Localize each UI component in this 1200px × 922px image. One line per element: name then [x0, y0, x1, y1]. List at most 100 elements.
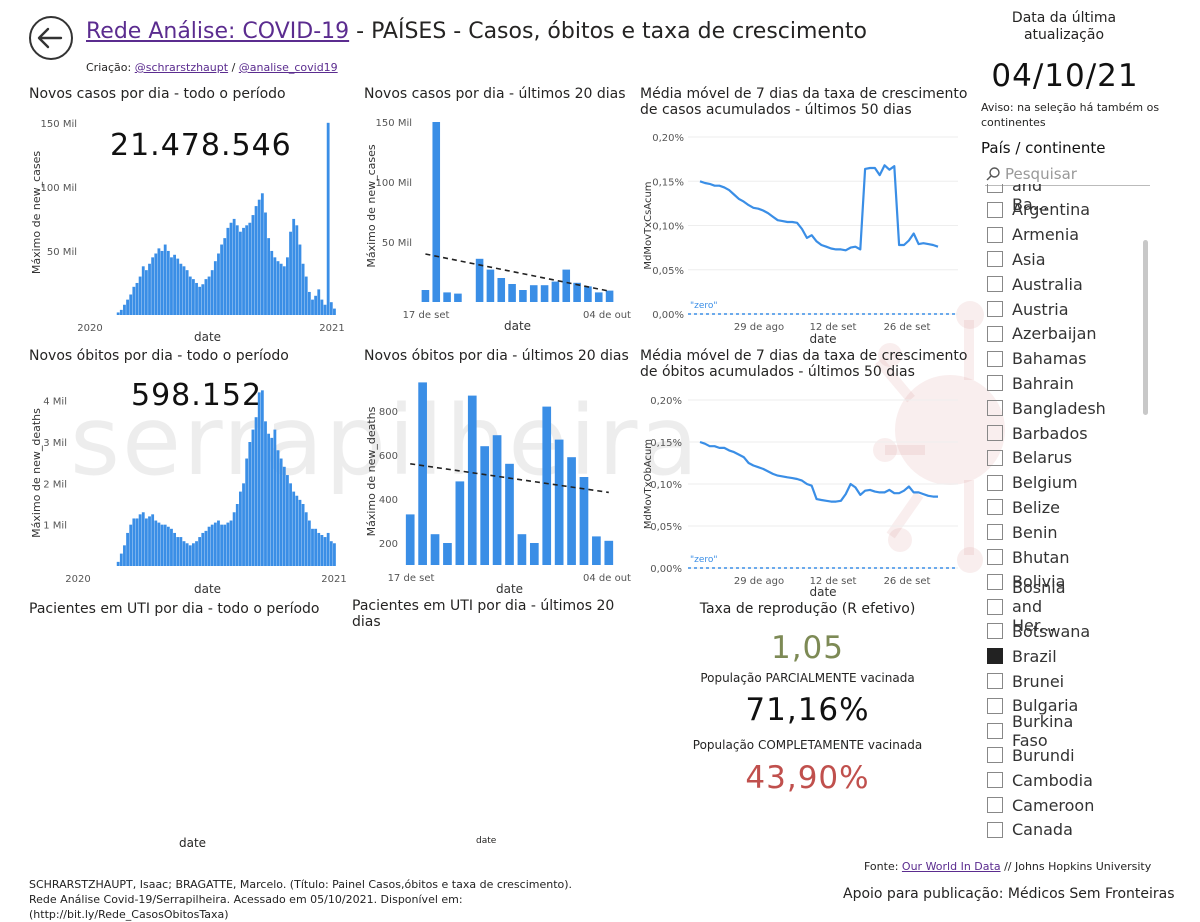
slicer-item[interactable]: Benin — [987, 520, 1058, 544]
bar — [226, 522, 230, 566]
checkbox[interactable] — [987, 325, 1003, 342]
y-axis-label: Máximo de new_deaths — [30, 408, 43, 538]
checkbox[interactable] — [987, 648, 1003, 665]
checkbox[interactable] — [987, 499, 1003, 516]
slicer-item[interactable]: Bulgaria — [987, 694, 1078, 718]
slicer-item[interactable]: Azerbaijan — [987, 322, 1097, 346]
search-input[interactable]: Pesquisar — [1005, 165, 1077, 183]
charts-canvas: 50 Mil 100 Mil 150 Mil 2020 2021 date Máximo d… — [30, 118, 958, 599]
slicer-item[interactable]: Asia — [987, 247, 1046, 271]
slicer-item[interactable]: Burkina Faso — [987, 712, 1073, 750]
y-tick-label: 0,00% — [650, 564, 682, 575]
y-tick-label: 200 — [379, 539, 398, 550]
checkbox[interactable] — [987, 474, 1003, 491]
slicer-list: Antigua and Ba...Argentina Armenia Asia Aus… — [980, 184, 1150, 844]
checkbox[interactable] — [987, 184, 1003, 193]
bar — [475, 258, 484, 302]
slicer-item[interactable]: Bangladesh — [987, 396, 1106, 420]
y-axis-label: MdMovTxCsAcum — [643, 181, 654, 269]
checkbox[interactable] — [987, 524, 1003, 541]
slicer-item[interactable]: Cameroon — [987, 793, 1094, 817]
bar — [135, 282, 139, 315]
checkbox[interactable] — [987, 276, 1003, 293]
title-growth-deaths: Média móvel de 7 dias da taxa de crescim… — [640, 348, 968, 380]
bar — [529, 543, 539, 565]
checkbox[interactable] — [987, 400, 1003, 417]
y-tick-label: 0,10% — [650, 480, 682, 491]
bar — [605, 290, 614, 302]
checkbox[interactable] — [987, 301, 1003, 317]
checkbox[interactable] — [987, 623, 1003, 640]
slicer-item[interactable]: Brazil — [987, 644, 1057, 668]
credit-link-rede[interactable]: @analise_covid19 — [238, 61, 338, 74]
slicer-item[interactable]: Bahamas — [987, 347, 1086, 371]
slicer-item[interactable]: Canada — [987, 818, 1073, 842]
bar — [405, 514, 415, 565]
checkbox[interactable] — [987, 598, 1003, 615]
slicer-item[interactable]: Antigua and Ba... — [987, 184, 1074, 214]
slicer-item[interactable]: Bolivia — [987, 570, 1065, 594]
checkbox[interactable] — [987, 425, 1003, 441]
bar — [314, 528, 318, 566]
slicer-item[interactable]: Argentina — [987, 198, 1090, 222]
slicer-item[interactable]: Armenia — [987, 223, 1079, 247]
series-line — [699, 440, 938, 503]
bar — [170, 257, 173, 315]
slicer-item[interactable]: Bosnia and Her... — [987, 578, 1066, 635]
checkbox[interactable] — [987, 772, 1003, 789]
checkbox[interactable] — [987, 226, 1003, 243]
slicer-item[interactable]: Burundi — [987, 743, 1075, 767]
title-link[interactable]: Rede Análise: COVID-19 — [86, 19, 350, 44]
checkbox[interactable] — [987, 251, 1003, 268]
title-uti-20: Pacientes em UTI por dia - últimos 20 di… — [352, 598, 615, 630]
checkbox[interactable] — [987, 201, 1003, 218]
checkbox[interactable] — [987, 722, 1003, 739]
bar — [116, 312, 120, 315]
title-deaths-20: Novos óbitos por dia - últimos 20 dias — [364, 348, 629, 364]
checkbox[interactable] — [987, 673, 1003, 689]
slicer-item-label: Australia — [1012, 274, 1083, 294]
bar — [505, 463, 514, 565]
bar — [213, 522, 217, 566]
credit-separator: / — [228, 61, 239, 74]
slicer-item[interactable]: Bahrain — [987, 371, 1074, 395]
checkbox[interactable] — [987, 449, 1003, 466]
bar — [594, 292, 603, 302]
checkbox[interactable] — [987, 797, 1003, 813]
checkbox[interactable] — [987, 375, 1003, 392]
slicer-item-label: Asia — [1012, 249, 1046, 269]
checkbox[interactable] — [987, 350, 1003, 367]
slicer-search[interactable]: Pesquisar — [985, 163, 1150, 186]
checkbox[interactable] — [987, 747, 1003, 764]
y-tick-label: 3 Mil — [43, 438, 67, 449]
bar — [245, 225, 249, 315]
checkbox[interactable] — [987, 573, 1003, 590]
checkbox[interactable] — [987, 697, 1003, 714]
source-link-owid[interactable]: Our World In Data — [901, 860, 1001, 873]
slicer-scrollbar[interactable] — [1143, 240, 1148, 415]
bar — [141, 266, 145, 315]
x-tick-label: 26 de set — [884, 322, 931, 333]
slicer-item[interactable]: Barbados — [987, 421, 1088, 445]
bar — [132, 518, 136, 566]
x-axis-label: date — [496, 582, 523, 596]
slicer-item[interactable]: Botswana — [987, 619, 1090, 643]
slicer-item[interactable]: Australia — [987, 272, 1083, 296]
checkbox[interactable] — [987, 549, 1003, 565]
bar — [179, 263, 183, 315]
bar — [182, 541, 186, 566]
slicer-item[interactable]: Austria — [987, 297, 1069, 321]
bar — [154, 253, 158, 315]
checkbox[interactable] — [987, 821, 1003, 838]
trend-line — [410, 463, 609, 494]
slicer-item[interactable]: Belgium — [987, 471, 1078, 495]
credit-link-author[interactable]: @schrarstzhaupt — [134, 61, 229, 74]
back-button[interactable] — [29, 16, 73, 60]
slicer-item[interactable]: Cambodia — [987, 768, 1093, 792]
bar — [207, 526, 211, 566]
bar — [201, 284, 205, 315]
slicer-item[interactable]: Belize — [987, 495, 1060, 519]
slicer-item[interactable]: Bhutan — [987, 545, 1069, 569]
slicer-item[interactable]: Brunei — [987, 669, 1064, 693]
slicer-item[interactable]: Belarus — [987, 446, 1072, 470]
